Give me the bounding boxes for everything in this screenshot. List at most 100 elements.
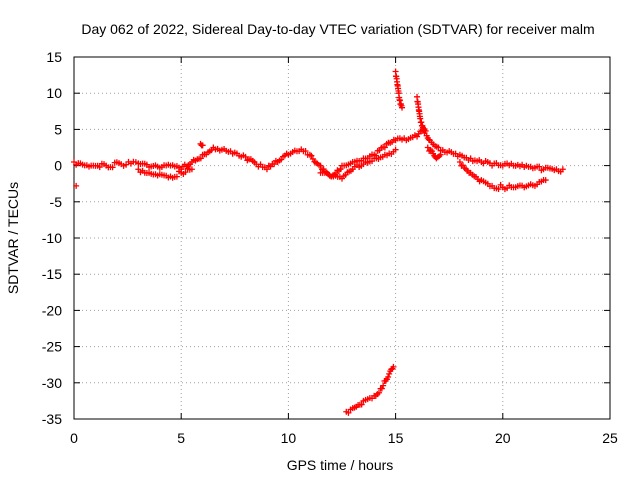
y-tick-label: -30 xyxy=(42,375,62,391)
data-point xyxy=(414,98,421,105)
data-point xyxy=(508,160,515,167)
data-point xyxy=(519,161,526,168)
data-point xyxy=(378,385,385,392)
data-point xyxy=(382,377,389,384)
data-point xyxy=(86,163,93,170)
data-point xyxy=(369,395,376,402)
data-point xyxy=(465,157,472,164)
data-point xyxy=(96,164,103,171)
data-point xyxy=(337,166,344,173)
data-point xyxy=(380,144,387,151)
y-axis: 15 10 5 0 -5 -10 -15 -20 -25 -30 -35 xyxy=(42,49,610,427)
data-point xyxy=(415,106,422,113)
data-point xyxy=(519,182,526,189)
data-point xyxy=(466,169,473,176)
data-point xyxy=(75,160,82,167)
series-spike-15h xyxy=(392,68,406,111)
data-point xyxy=(380,382,387,389)
data-point xyxy=(101,161,108,168)
data-point xyxy=(302,147,309,154)
data-point xyxy=(347,167,354,174)
series-bump-17h xyxy=(424,144,444,162)
y-tick-label: -10 xyxy=(42,230,62,246)
data-point xyxy=(529,182,536,189)
data-point xyxy=(208,147,215,154)
data-point xyxy=(336,173,343,180)
x-tick-label: 15 xyxy=(388,430,404,446)
data-point xyxy=(187,161,194,168)
data-point xyxy=(495,186,502,193)
data-point xyxy=(497,181,504,188)
data-point xyxy=(358,162,365,169)
data-point xyxy=(116,160,123,167)
data-point xyxy=(436,153,443,160)
x-axis-label: GPS time / hours xyxy=(287,457,394,473)
data-point xyxy=(486,183,493,190)
data-point xyxy=(132,159,139,166)
data-point xyxy=(421,127,428,134)
data-point xyxy=(390,148,397,155)
data-point xyxy=(386,370,393,377)
data-point xyxy=(347,160,354,167)
data-point xyxy=(173,173,180,180)
y-tick-label: 5 xyxy=(54,121,62,137)
data-point xyxy=(240,152,247,159)
data-point xyxy=(135,166,142,173)
data-point xyxy=(143,170,150,177)
data-point xyxy=(326,171,333,178)
data-point xyxy=(186,166,193,173)
x-tick-label: 10 xyxy=(281,430,297,446)
data-point xyxy=(393,73,400,80)
data-point xyxy=(433,143,440,150)
data-point xyxy=(261,164,268,171)
grid xyxy=(74,57,610,419)
data-point xyxy=(476,157,483,164)
data-point xyxy=(375,389,382,396)
data-point xyxy=(154,172,161,179)
series-main-trace-upper xyxy=(71,126,566,180)
y-tick-label: -15 xyxy=(42,266,62,282)
data-point xyxy=(389,365,396,372)
data-point xyxy=(385,374,392,381)
data-point xyxy=(456,158,463,165)
data-point xyxy=(345,409,352,416)
y-tick-label: -5 xyxy=(50,194,63,210)
y-tick-label: -20 xyxy=(42,302,62,318)
data-point xyxy=(529,165,536,172)
data-point xyxy=(347,406,354,413)
y-tick-label: 15 xyxy=(46,49,62,65)
data-point xyxy=(557,168,564,175)
data-point xyxy=(379,153,386,160)
data-point xyxy=(176,168,183,175)
series-spike-16h xyxy=(414,93,428,137)
data-point xyxy=(308,152,315,159)
series-diverging-branch xyxy=(456,158,549,193)
y-tick-label: 0 xyxy=(54,158,62,174)
data-point xyxy=(536,163,543,170)
data-point xyxy=(551,167,558,174)
chart-title: Day 062 of 2022, Sidereal Day-to-day VTE… xyxy=(81,21,594,37)
data-point xyxy=(411,132,418,139)
y-tick-label: -25 xyxy=(42,339,62,355)
y-tick-label: 10 xyxy=(46,85,62,101)
data-points xyxy=(71,68,566,416)
data-point xyxy=(497,162,504,169)
data-point xyxy=(198,142,205,149)
x-tick-label: 20 xyxy=(495,430,511,446)
data-point xyxy=(427,147,434,154)
data-point xyxy=(73,182,80,189)
x-tick-label: 0 xyxy=(70,430,78,446)
data-point xyxy=(358,401,365,408)
data-point xyxy=(358,157,365,164)
data-point xyxy=(182,169,189,176)
data-point xyxy=(417,119,424,126)
data-point xyxy=(316,162,323,169)
data-point xyxy=(396,96,403,103)
series-isolated-points xyxy=(73,140,206,189)
data-point xyxy=(369,158,376,165)
data-point xyxy=(431,152,438,159)
series-negative-segment xyxy=(343,363,397,416)
y-axis-label: SDTVAR / TECUs xyxy=(5,182,21,294)
data-point xyxy=(369,151,376,158)
data-point xyxy=(304,151,311,158)
